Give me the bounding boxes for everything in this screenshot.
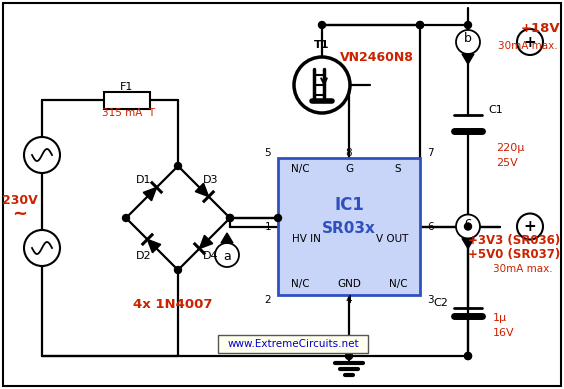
- Text: 4x 1N4007: 4x 1N4007: [133, 298, 213, 312]
- Circle shape: [465, 352, 472, 359]
- Text: 5: 5: [265, 148, 271, 158]
- Text: C2: C2: [433, 298, 448, 308]
- Bar: [218, 335, 368, 353]
- Text: 315 mA  T: 315 mA T: [103, 108, 156, 118]
- Text: 6: 6: [427, 221, 434, 231]
- Text: V OUT: V OUT: [376, 233, 408, 244]
- Text: 2: 2: [265, 295, 271, 305]
- Polygon shape: [462, 54, 474, 64]
- Text: S: S: [395, 164, 402, 174]
- Text: T1: T1: [314, 40, 330, 50]
- Text: 30mA max.: 30mA max.: [499, 41, 558, 51]
- Polygon shape: [221, 233, 233, 243]
- Polygon shape: [147, 239, 161, 253]
- Circle shape: [517, 29, 543, 55]
- Circle shape: [517, 214, 543, 240]
- Circle shape: [416, 21, 424, 28]
- Text: C1: C1: [488, 105, 503, 115]
- Text: F1: F1: [120, 82, 134, 92]
- Text: 4: 4: [346, 295, 352, 305]
- Text: +: +: [523, 219, 536, 234]
- Text: N/C: N/C: [290, 164, 309, 174]
- Text: +: +: [523, 35, 536, 49]
- Circle shape: [24, 137, 60, 173]
- Text: +5V0 (SR037): +5V0 (SR037): [468, 248, 560, 261]
- Text: D2: D2: [136, 251, 152, 261]
- Circle shape: [122, 214, 130, 221]
- Circle shape: [174, 163, 182, 170]
- Circle shape: [227, 214, 233, 221]
- Text: 1: 1: [265, 221, 271, 231]
- Circle shape: [215, 243, 239, 267]
- Text: +3V3 (SR036): +3V3 (SR036): [468, 234, 560, 247]
- Text: b: b: [464, 32, 472, 44]
- Circle shape: [465, 352, 472, 359]
- Circle shape: [319, 21, 325, 28]
- Text: +18V: +18V: [521, 21, 560, 35]
- Text: 220μ: 220μ: [496, 143, 525, 153]
- Text: 16V: 16V: [493, 328, 514, 338]
- Polygon shape: [200, 235, 213, 249]
- Circle shape: [294, 57, 350, 113]
- Bar: [104, 92, 150, 109]
- Circle shape: [465, 223, 472, 230]
- Text: c: c: [465, 216, 472, 229]
- Polygon shape: [462, 238, 474, 249]
- Text: D3: D3: [202, 175, 218, 185]
- Text: 8: 8: [346, 148, 352, 158]
- Circle shape: [465, 21, 472, 28]
- Polygon shape: [195, 183, 209, 196]
- Circle shape: [346, 352, 352, 359]
- Text: 25V: 25V: [496, 158, 518, 168]
- Bar: [278, 158, 420, 295]
- Circle shape: [24, 230, 60, 266]
- Text: ~: ~: [12, 205, 28, 223]
- Text: 230V: 230V: [2, 193, 38, 207]
- Polygon shape: [143, 187, 157, 201]
- Circle shape: [456, 214, 480, 238]
- Text: a: a: [223, 251, 231, 263]
- Circle shape: [174, 266, 182, 273]
- Text: VN2460N8: VN2460N8: [340, 51, 414, 63]
- Circle shape: [416, 21, 424, 28]
- Text: 7: 7: [427, 148, 434, 158]
- Text: D1: D1: [136, 175, 152, 185]
- Text: N/C: N/C: [290, 279, 309, 289]
- Text: N/C: N/C: [389, 279, 407, 289]
- Circle shape: [227, 214, 233, 221]
- Text: SR03x: SR03x: [322, 221, 376, 236]
- Text: www.ExtremeCircuits.net: www.ExtremeCircuits.net: [227, 339, 359, 349]
- Text: HV IN: HV IN: [292, 233, 320, 244]
- Text: 3: 3: [427, 295, 434, 305]
- Text: 30mA max.: 30mA max.: [494, 263, 553, 273]
- Text: GND: GND: [337, 279, 361, 289]
- Text: D4: D4: [202, 251, 218, 261]
- Text: G: G: [345, 164, 353, 174]
- Text: IC1: IC1: [334, 196, 364, 214]
- Circle shape: [456, 30, 480, 54]
- Text: 1μ: 1μ: [493, 313, 507, 323]
- Circle shape: [275, 214, 281, 221]
